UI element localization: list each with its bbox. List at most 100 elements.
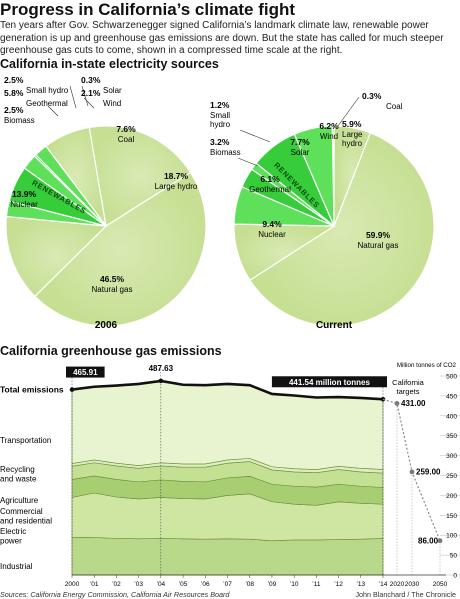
x-tick-label: ’06 (201, 581, 210, 588)
x-tick-label: ’07 (223, 581, 232, 588)
pie-value-biomass: 3.2% (210, 137, 230, 147)
pie-label-wind: Wind (320, 132, 338, 141)
series-label-recycling-and-waste: Recycling (0, 465, 35, 474)
pie-label-small-hydro: Small (210, 111, 230, 120)
series-label-electric-power: Electric (0, 527, 26, 536)
x-tick-label: ’01 (90, 581, 99, 588)
pie-value-natural-gas: 46.5% (100, 274, 125, 284)
target-value: 259.00 (416, 467, 441, 476)
targets-line (382, 398, 441, 541)
x-tick-label: ’12 (334, 581, 343, 588)
pie-value-small-hydro: 2.5% (4, 75, 24, 85)
callout-box (271, 376, 387, 388)
pie-value-natural-gas: 59.9% (366, 230, 391, 240)
total-point (380, 396, 386, 402)
callout-value: 487.63 (149, 364, 174, 373)
pie-slice-natural-gas (34, 171, 207, 327)
pie-label-nuclear: Nuclear (10, 200, 38, 209)
y-tick-label: 200 (446, 493, 457, 500)
y-tick-label: 400 (446, 413, 457, 420)
page-title: Progress in California’s climate fight (0, 0, 296, 19)
pie-label-large-hydro: Large hydro (155, 182, 198, 191)
target-point (437, 538, 443, 544)
targets-label-2: targets (397, 387, 420, 396)
y-tick-label: 100 (446, 533, 457, 540)
pie-value-biomass: 2.5% (4, 105, 24, 115)
pie-slice-nuclear (5, 215, 108, 298)
pie-slice-large-hydro (88, 125, 192, 227)
callout-value: 465.91 (73, 368, 98, 377)
x-tick-label: ’14 (379, 581, 388, 588)
pie-value-coal: 0.3% (362, 91, 382, 101)
series-label-agriculture: Agriculture (0, 496, 39, 505)
series-label-industrial: Industrial (0, 562, 33, 571)
pie-label-large-hydro: Large (342, 130, 363, 139)
y-axis-label: Million tonnes of CO2 (397, 362, 457, 369)
pie-value-large-hydro: 5.9% (342, 119, 362, 129)
pie-label-solar: Solar (291, 148, 310, 157)
pie-label-wind: Wind (103, 99, 121, 108)
pie-label-nuclear: Nuclear (258, 230, 286, 239)
pie-value-geothermal: 6.1% (260, 174, 280, 184)
pie-value-wind: 2.1% (81, 88, 101, 98)
pie-value-nuclear: 13.9% (12, 189, 37, 199)
x-tick-label: 2050 (433, 581, 448, 588)
total-point (69, 387, 75, 392)
sources-credit: Sources: California Energy Commission, C… (0, 590, 230, 599)
y-tick-label: 250 (446, 473, 457, 480)
pie-label-biomass: Biomass (4, 116, 35, 125)
pie-label-coal: Coal (118, 135, 135, 144)
pie-value-large-hydro: 18.7% (164, 171, 189, 181)
leader-line-biomass (237, 157, 259, 167)
callout-box (66, 366, 105, 378)
x-tick-label: 2000 (65, 581, 80, 588)
x-tick-label: 2020 (390, 581, 405, 588)
x-tick-label: ’10 (290, 581, 299, 588)
pie-label-small-hydro-1: hydro (210, 120, 231, 129)
area-industrial (71, 536, 384, 576)
leader-line-coal (337, 96, 360, 127)
pie-label-natural-gas: Natural gas (92, 285, 133, 294)
y-tick-label: 300 (446, 453, 457, 460)
total-point (158, 378, 164, 384)
pie-value-solar: 7.7% (290, 137, 310, 147)
pie-chart-current: RENEWABLES0.3%Coal5.9%Largehydro59.9%Nat… (210, 91, 435, 331)
area-transportation (71, 380, 384, 470)
y-tick-label: 50 (450, 553, 458, 560)
leader-line-geothermal (47, 105, 59, 117)
section-title-emissions: California greenhouse gas emissions (0, 344, 222, 358)
y-tick-label: 0 (453, 573, 457, 580)
pie-label-geothermal: Geothermal (249, 185, 291, 194)
x-tick-label: ’11 (312, 581, 321, 588)
x-tick-label: ’13 (356, 581, 365, 588)
total-emissions-label: Total emissions (0, 385, 64, 395)
target-value: 86.00 (418, 536, 439, 545)
pie-label-geothermal: Geothermal (26, 99, 68, 108)
leader-line-small-hydro (239, 129, 271, 143)
leader-line-wind (83, 97, 95, 109)
pie-value-coal: 7.6% (116, 124, 136, 134)
pie-label-small-hydro: Small hydro (26, 86, 69, 95)
pie-value-geothermal: 5.8% (4, 88, 24, 98)
pie-value-small-hydro: 1.2% (210, 100, 230, 110)
y-tick-label: 350 (446, 433, 457, 440)
x-tick-label: ’08 (245, 581, 254, 588)
series-label-transportation: Transportation (0, 436, 51, 445)
y-tick-label: 500 (446, 374, 457, 381)
series-label-recycling-and-waste-1: and waste (0, 475, 37, 484)
pie-label-biomass: Biomass (210, 148, 241, 157)
pie-year-label: Current (316, 320, 353, 331)
leader-line-solar (81, 85, 89, 107)
x-tick-label: ’03 (134, 581, 143, 588)
callout-value: 441.54 million tonnes (289, 378, 370, 387)
pie-slice-wind (293, 125, 335, 227)
target-value: 431.00 (401, 399, 426, 408)
pie-slice-natural-gas (249, 132, 435, 327)
pie-value-wind: 6.2% (319, 121, 339, 131)
x-tick-label: ’09 (268, 581, 277, 588)
x-tick-label: ’04 (157, 581, 166, 588)
pie-value-solar: 0.3% (81, 75, 101, 85)
x-tick-label: 2030 (405, 581, 420, 588)
total-emissions-line (71, 379, 384, 401)
series-label-commercial-and-residential-1: and residential (0, 517, 52, 526)
